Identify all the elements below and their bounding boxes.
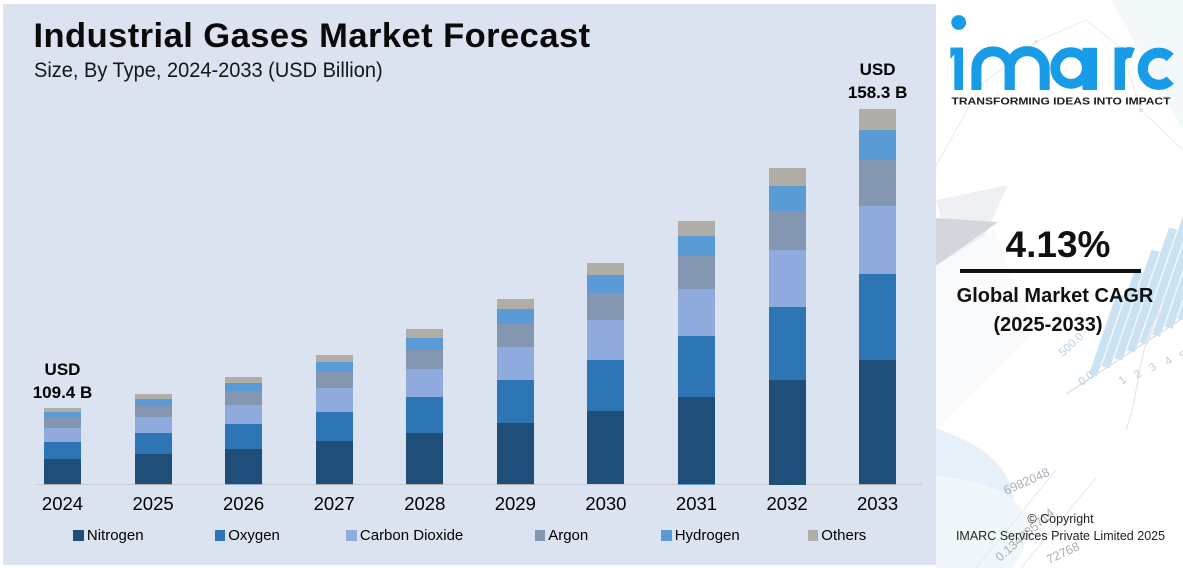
svg-text:4: 4 [1163, 355, 1176, 369]
svg-text:72768: 72768 [1044, 539, 1081, 566]
svg-text:3: 3 [1147, 361, 1159, 375]
svg-text:1: 1 [1117, 374, 1129, 388]
svg-text:TRANSFORMING IDEAS INTO IMPACT: TRANSFORMING IDEAS INTO IMPACT [952, 96, 1172, 108]
svg-text:5: 5 [1178, 349, 1183, 363]
svg-text:2: 2 [1132, 368, 1144, 382]
svg-text:6982048: 6982048 [1002, 465, 1052, 498]
